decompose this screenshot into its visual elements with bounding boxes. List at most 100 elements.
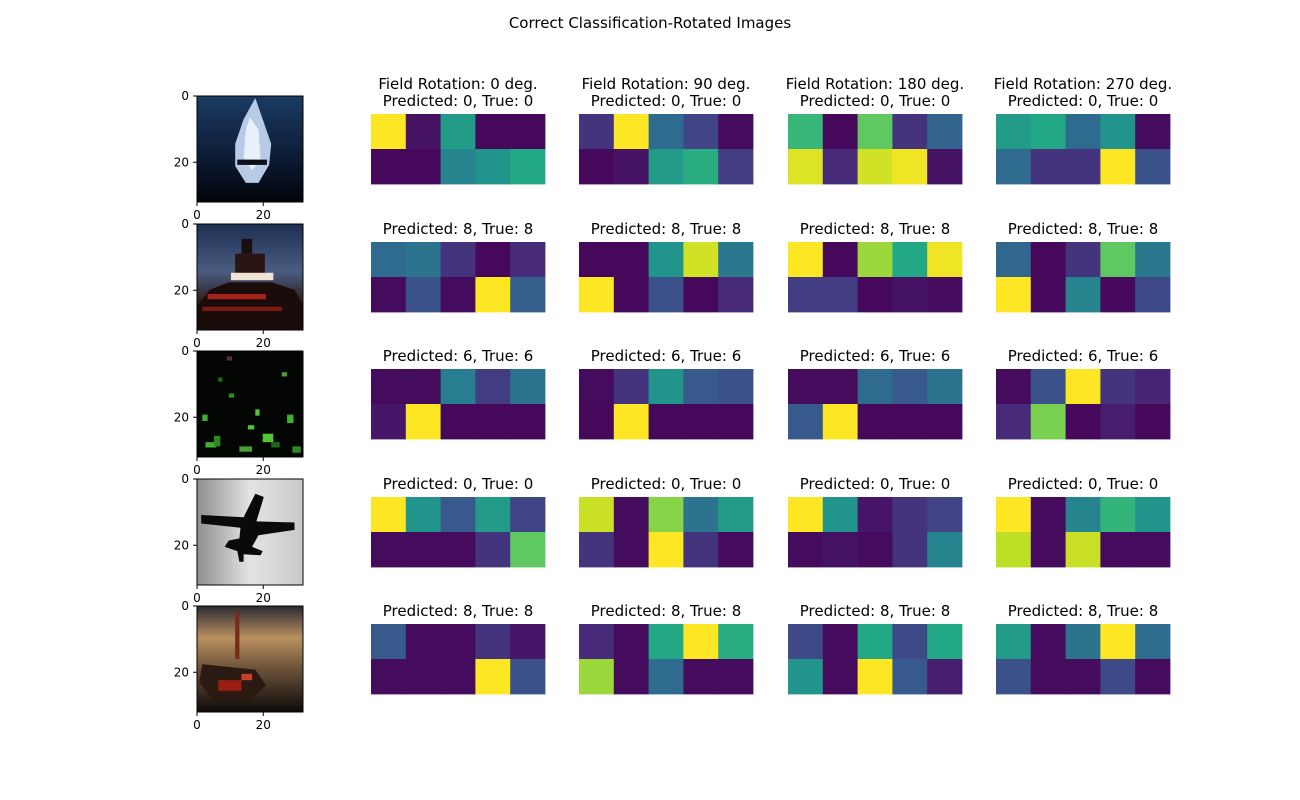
heatmap-cell (475, 497, 511, 533)
heatmap-cell (510, 242, 546, 278)
rotation-header: Field Rotation: 270 deg. (994, 75, 1172, 93)
prediction-label: Predicted: 6, True: 6 (1008, 347, 1159, 365)
heatmap-cell (648, 659, 684, 695)
ship-white-band (230, 272, 274, 281)
heatmap-cell (718, 497, 754, 533)
heatmap-cell (683, 532, 719, 568)
heatmap-cell (683, 149, 719, 185)
heatmap-cell (927, 369, 963, 405)
heatmap-cell (510, 532, 546, 568)
heatmap-cell (718, 532, 754, 568)
prediction-label: Predicted: 8, True: 8 (1008, 220, 1159, 238)
heatmap-cell (822, 497, 858, 533)
heatmap-cell (788, 369, 824, 405)
prediction-label: Predicted: 0, True: 0 (383, 92, 534, 110)
heatmap-cell (475, 369, 511, 405)
heatmap-cell (1100, 242, 1136, 278)
heatmap-cell (857, 532, 893, 568)
red-detail (218, 680, 242, 691)
green-speck (228, 393, 235, 398)
heatmap-cell (683, 497, 719, 533)
heatmap-cell (857, 497, 893, 533)
heatmap-cell (648, 369, 684, 405)
prediction-label: Predicted: 0, True: 0 (1008, 92, 1159, 110)
green-speck (247, 425, 255, 430)
heatmap-cell (927, 497, 963, 533)
ship-hull (197, 282, 303, 330)
heatmap-cell (822, 114, 858, 150)
ship-red-stripe (202, 306, 282, 311)
heatmap-cell (405, 497, 441, 533)
prediction-label: Predicted: 8, True: 8 (591, 220, 742, 238)
heatmap-cell (996, 242, 1032, 278)
heatmap-r3-c3: Predicted: 6, True: 6 (788, 347, 963, 440)
heatmap-cell (1065, 497, 1101, 533)
heatmap-cell (892, 532, 928, 568)
heatmap-cell (440, 532, 476, 568)
heatmap-cell (510, 624, 546, 660)
prediction-label: Predicted: 0, True: 0 (591, 92, 742, 110)
heatmap-cell (510, 404, 546, 440)
heatmap-cell (371, 624, 407, 660)
prediction-label: Predicted: 8, True: 8 (800, 220, 951, 238)
heatmap-cell (1065, 242, 1101, 278)
heatmap-cell (371, 242, 407, 278)
heatmap-cell (579, 369, 615, 405)
heatmap-cell (371, 404, 407, 440)
y-tick-label: 0 (181, 344, 189, 358)
heatmap-cell (648, 624, 684, 660)
heatmap-cell (857, 624, 893, 660)
heatmap-cell (996, 404, 1032, 440)
heatmap-cell (475, 114, 511, 150)
heatmap-cell (613, 404, 649, 440)
prediction-label: Predicted: 0, True: 0 (383, 475, 534, 493)
heatmap-cell (1030, 369, 1066, 405)
heatmap-cell (683, 242, 719, 278)
prediction-label: Predicted: 8, True: 8 (383, 602, 534, 620)
heatmap-r3-c4: Predicted: 6, True: 6 (996, 347, 1171, 440)
heatmap-cell (718, 277, 754, 313)
x-tick-label: 0 (193, 336, 201, 350)
green-speck (271, 442, 280, 448)
heatmap-cell (927, 659, 963, 695)
heatmap-cell (648, 532, 684, 568)
heatmap-r5-c4: Predicted: 8, True: 8 (996, 602, 1171, 695)
heatmap-cell (613, 624, 649, 660)
heatmap-cell (371, 114, 407, 150)
heatmap-cell (405, 404, 441, 440)
ship-mast (241, 238, 253, 254)
heatmap-cell (718, 369, 754, 405)
heatmap-cell (857, 149, 893, 185)
ship-red-band (207, 293, 266, 300)
heatmap-cell (996, 532, 1032, 568)
heatmap-cell (892, 497, 928, 533)
y-tick-label: 20 (174, 155, 189, 169)
heatmap-cell (579, 114, 615, 150)
heatmap-cell (892, 277, 928, 313)
heatmap-cell (892, 114, 928, 150)
heatmap-cell (371, 369, 407, 405)
green-speck (205, 442, 217, 448)
image-frame (196, 223, 304, 331)
heatmap-cell (1100, 624, 1136, 660)
sample-image-1: 0 20 0 20 (174, 89, 304, 222)
heatmap-cell (788, 497, 824, 533)
heatmap-cell (1100, 114, 1136, 150)
green-speck (239, 446, 253, 452)
heatmap-cell (788, 532, 824, 568)
image-frame (196, 95, 304, 203)
x-tick-label: 20 (256, 463, 271, 477)
heatmap-cell (822, 624, 858, 660)
heatmap-cell (648, 497, 684, 533)
green-speck (262, 433, 274, 443)
heatmap-cell (613, 369, 649, 405)
heatmap-cell (857, 114, 893, 150)
heatmap-cell (1135, 659, 1171, 695)
heatmap-cell (475, 532, 511, 568)
green-speck (287, 414, 294, 424)
sample-image-3: 0 20 0 20 (174, 344, 304, 477)
cifar-airplane-light-blue-on-dark-blue (197, 96, 303, 202)
image-frame (196, 478, 304, 586)
heatmap-r2-c2: Predicted: 8, True: 8 (579, 220, 754, 313)
